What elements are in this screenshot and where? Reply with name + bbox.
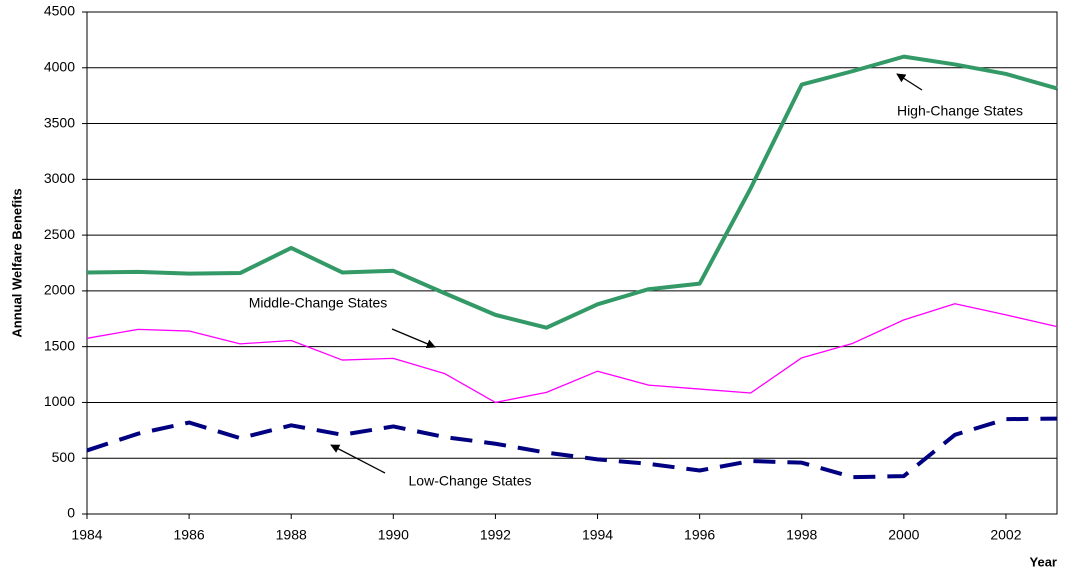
x-tick-label: 1988 (276, 527, 307, 543)
plot-border (86, 11, 1058, 515)
series-annotation: Middle-Change States (249, 295, 388, 311)
x-tick-label: 2002 (990, 527, 1021, 543)
series-line (86, 54, 1058, 330)
x-axis-label: Year (1030, 554, 1057, 569)
y-axis-label: Annual Welfare Benefits (9, 188, 24, 337)
series-line (86, 303, 1058, 404)
x-tick-label: 1996 (684, 527, 715, 543)
y-tick-label: 3000 (44, 170, 75, 186)
annotation-arrow (330, 444, 386, 474)
x-tick-label: 1986 (174, 527, 205, 543)
annotation-arrow (896, 73, 923, 91)
x-tick-label: 1994 (582, 527, 613, 543)
x-tick-label: 1992 (480, 527, 511, 543)
y-tick-label: 500 (52, 449, 76, 465)
y-tick-label: 2500 (44, 226, 75, 242)
y-tick-label: 1000 (44, 393, 75, 409)
y-tick-label: 0 (67, 505, 75, 521)
series-line (86, 416, 1058, 480)
series-annotation: Low-Change States (409, 473, 532, 489)
x-tick-label: 1990 (378, 527, 409, 543)
x-tick-label: 1998 (786, 527, 817, 543)
x-tick-label: 2000 (888, 527, 919, 543)
y-tick-label: 3500 (44, 114, 75, 130)
y-tick-label: 1500 (44, 337, 75, 353)
x-tick-label: 1984 (71, 527, 102, 543)
y-tick-label: 4000 (44, 58, 75, 74)
y-tick-label: 2000 (44, 282, 75, 298)
series-annotation: High-Change States (897, 103, 1023, 119)
y-tick-label: 4500 (44, 3, 75, 19)
annotation-arrow (391, 328, 436, 349)
